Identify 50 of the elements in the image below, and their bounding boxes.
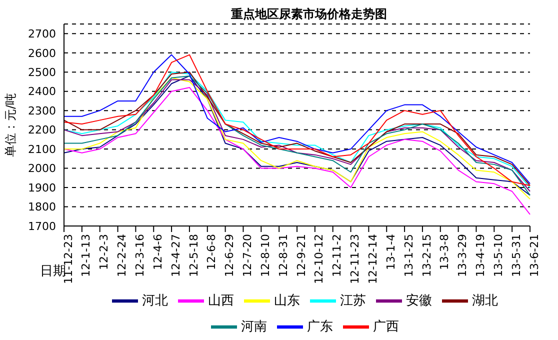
x-tick-label: 12-6-29: [223, 234, 236, 277]
x-tick-label: 12-3-16: [134, 234, 146, 277]
x-tick-label: 12-8-31: [276, 234, 290, 277]
line-series: [64, 86, 530, 215]
x-tick-label: 12-5-18: [187, 234, 200, 277]
x-axis-title: 日期: [40, 264, 66, 279]
x-tick-label: 12-8-10: [258, 234, 272, 277]
x-tick-label: 12-1-13: [80, 234, 93, 277]
x-tick-label: 12-7-20: [241, 234, 254, 277]
chart-title: 重点地区尿素市场价格走势图: [231, 7, 387, 21]
legend-label: 江苏: [340, 294, 366, 309]
y-tick-label: 2000: [28, 162, 56, 176]
y-tick-label: 2300: [28, 104, 56, 118]
y-axis-title: 单位：元/吨: [3, 92, 18, 158]
x-tick-label: 12-11-2: [330, 234, 344, 277]
y-tick-label: 1800: [28, 200, 56, 214]
y-tick-label: 2100: [28, 142, 56, 156]
y-tick-label: 2600: [28, 46, 56, 60]
x-tick-label: 13-5-31: [510, 234, 523, 277]
y-tick-label: 1900: [28, 181, 56, 194]
x-tick-label: 13-4-19: [474, 234, 488, 277]
legend-label: 湖北: [472, 294, 498, 309]
x-tick-label: 12-6-8: [205, 234, 218, 270]
x-tick-label: 13-3-29: [456, 234, 470, 277]
legend-label: 山东: [274, 294, 300, 309]
x-tick-label: 12-9-21: [294, 234, 308, 277]
legend-label: 安徽: [406, 294, 432, 309]
x-tick-label: 13-3-8: [438, 234, 452, 270]
x-tick-label: 13-5-10: [492, 234, 505, 277]
x-tick-label: 13-6-21: [528, 234, 541, 277]
x-tick-label: 12-10-12: [312, 234, 326, 284]
y-tick-label: 2700: [28, 28, 56, 41]
legend-label: 广东: [307, 320, 333, 335]
legend-label: 河北: [142, 294, 168, 309]
x-tick-label: 12-2-3: [98, 234, 111, 270]
y-tick-label: 2400: [28, 85, 56, 98]
legend-label: 广西: [373, 320, 399, 335]
x-tick-label: 12-11-23: [348, 234, 362, 284]
y-tick-label: 2500: [28, 66, 56, 79]
legend-label: 河南: [241, 320, 267, 335]
x-tick-label: 12-4-6: [151, 234, 164, 270]
x-tick-label: 12-4-27: [169, 234, 182, 277]
y-tick-label: 2200: [28, 124, 56, 137]
x-tick-label: 13-2-15: [420, 234, 434, 277]
legend-label: 山西: [208, 294, 234, 309]
x-tick-label: 12-12-14: [366, 234, 380, 284]
y-tick-label: 1700: [28, 220, 56, 233]
x-tick-label: 13-1-25: [402, 234, 416, 277]
x-tick-label: 13-1-4: [384, 234, 398, 270]
x-tick-label: 12-2-24: [116, 234, 129, 277]
